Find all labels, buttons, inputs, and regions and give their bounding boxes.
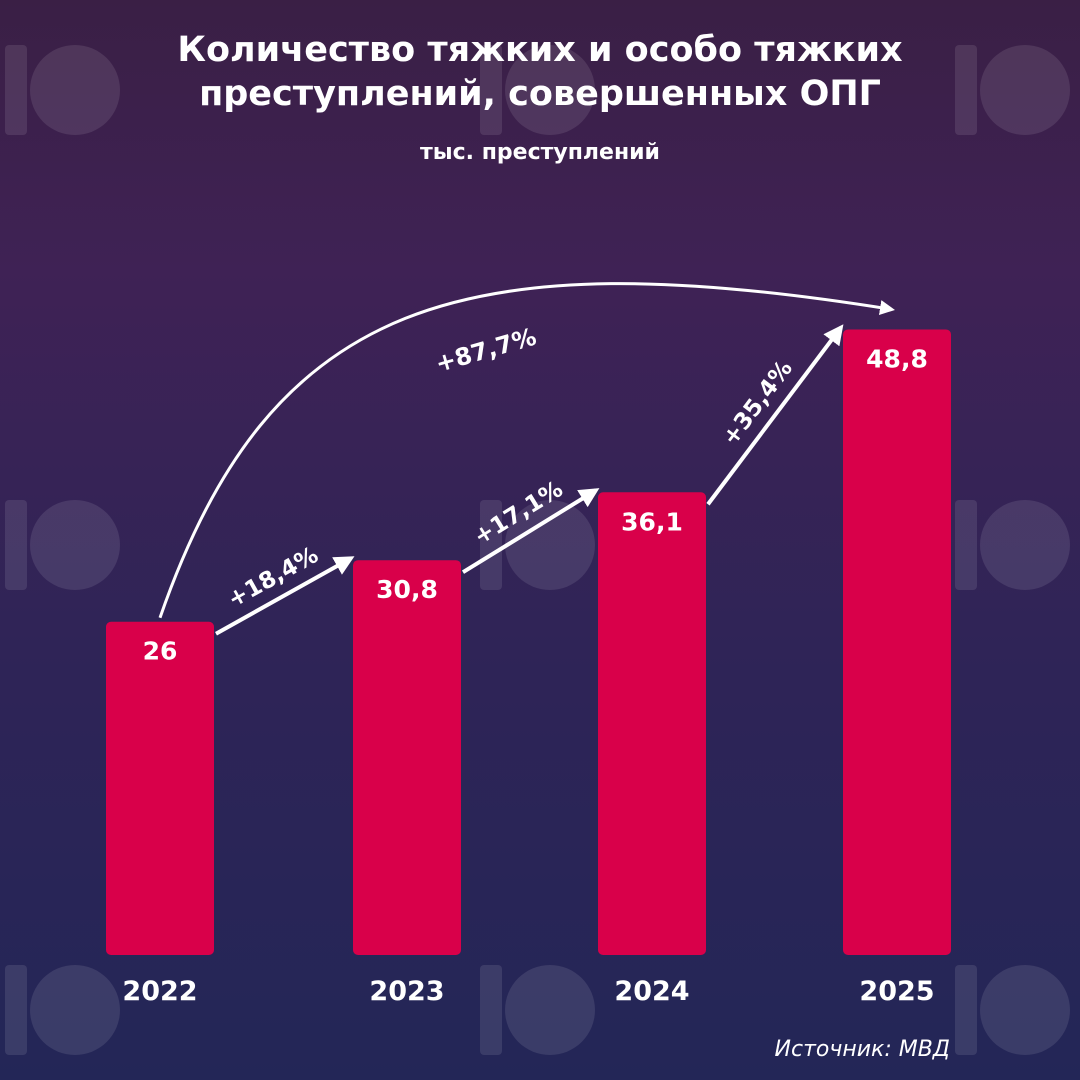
bar-value-label: 48,8 [866, 344, 928, 373]
bar-2022 [106, 621, 214, 955]
bar-2025 [843, 329, 951, 955]
bar-value-label: 26 [143, 637, 178, 666]
watermark-logo [5, 965, 120, 1055]
x-tick-label: 2025 [859, 976, 934, 1007]
change-arrow [706, 324, 844, 506]
x-tick-label: 2022 [122, 976, 197, 1007]
bar-2024 [598, 492, 706, 955]
change-arrow [215, 556, 355, 636]
watermark-logos [5, 45, 1070, 1055]
watermark-logo [955, 45, 1070, 135]
total-change-label: +87,7% [432, 323, 539, 378]
total-change-arrow [158, 282, 895, 619]
bar-2023 [353, 560, 461, 955]
watermark-logo [480, 965, 595, 1055]
watermark-logo [955, 500, 1070, 590]
change-arrow [461, 488, 600, 574]
watermark-logo [5, 500, 120, 590]
source-note: Источник: МВД [774, 1037, 950, 1062]
bar-value-label: 36,1 [621, 507, 683, 536]
watermark-logo [480, 45, 595, 135]
bar-value-label: 30,8 [376, 575, 438, 604]
watermark-logo [5, 45, 120, 135]
watermark-logo [955, 965, 1070, 1055]
x-tick-label: 2023 [369, 976, 444, 1007]
x-tick-label: 2024 [614, 976, 689, 1007]
chart-subtitle: тыс. преступлений [420, 140, 660, 165]
watermark-logo [480, 500, 595, 590]
chart-title: Количество тяжких и особо тяжких преступ… [177, 30, 903, 114]
